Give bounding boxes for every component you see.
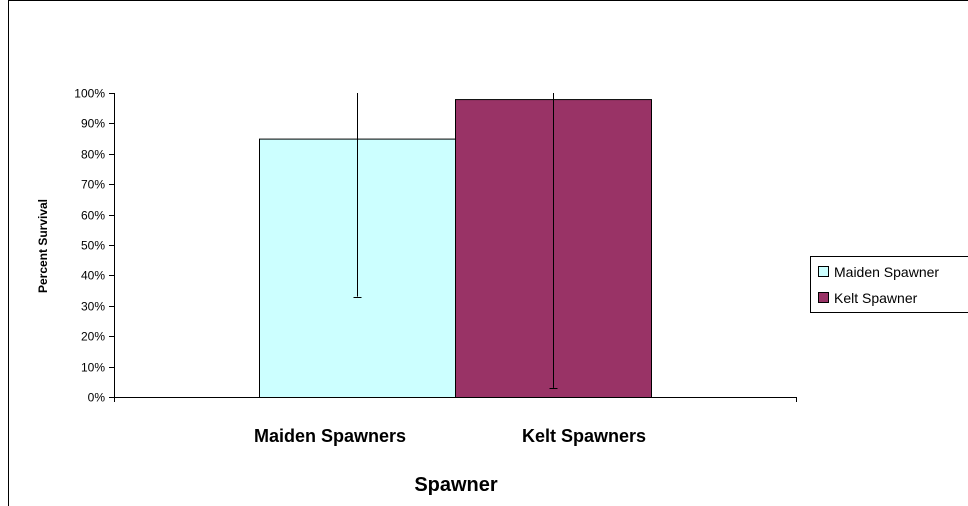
- x-axis-label: Spawner: [414, 474, 498, 496]
- y-tick-label: 60%: [81, 209, 105, 223]
- y-tick-label: 0%: [88, 391, 106, 405]
- y-tick-label: 10%: [81, 361, 105, 375]
- y-tick-label: 40%: [81, 269, 105, 283]
- legend: Maiden Spawner Kelt Spawner: [810, 256, 968, 313]
- y-tick-label: 90%: [81, 117, 105, 131]
- legend-box: [810, 256, 968, 313]
- legend-swatch-maiden: [818, 266, 829, 277]
- legend-label-maiden: Maiden Spawner: [834, 264, 939, 280]
- plot-area: 0% 10% 20% 30% 40% 50% 60% 70% 80% 90% 100% Maiden …: [74, 87, 797, 446]
- legend-swatch-kelt: [818, 292, 829, 303]
- x-category-label: Maiden Spawners: [254, 426, 406, 446]
- y-tick-label: 50%: [81, 239, 105, 253]
- y-tick-label: 70%: [81, 178, 105, 192]
- x-category-label: Kelt Spawners: [522, 426, 646, 446]
- legend-label-kelt: Kelt Spawner: [834, 290, 918, 306]
- y-axis-label: Percent Survival: [36, 199, 50, 293]
- y-tick-label: 30%: [81, 300, 105, 314]
- y-tick-label: 100%: [74, 87, 105, 101]
- y-tick-label: 80%: [81, 148, 105, 162]
- y-tick-label: 20%: [81, 330, 105, 344]
